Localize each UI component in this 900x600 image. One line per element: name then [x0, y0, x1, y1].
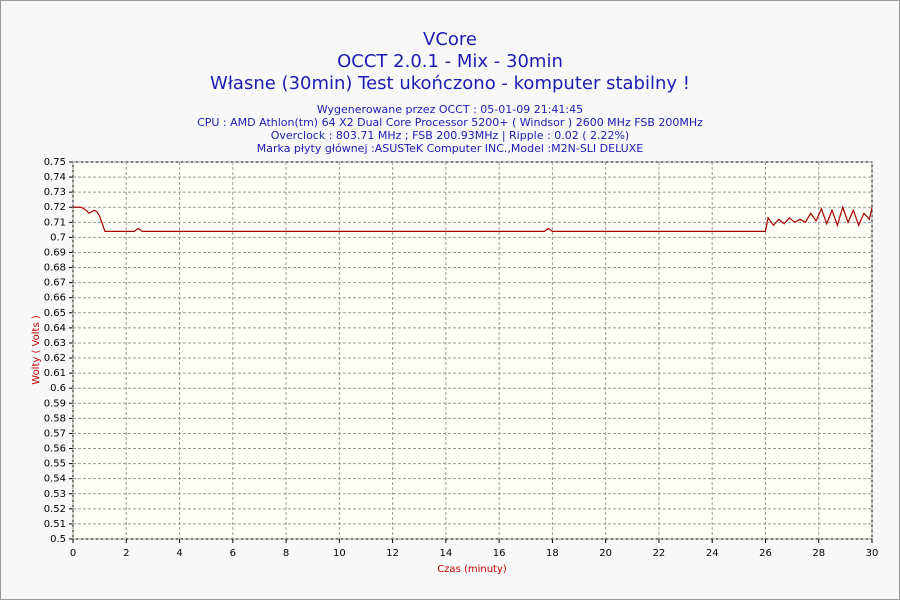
- y-tick-label: 0.53: [44, 489, 66, 500]
- y-tick-label: 0.51: [44, 519, 66, 530]
- x-tick-label: 24: [706, 548, 719, 559]
- x-tick-label: 22: [653, 548, 666, 559]
- status: Własne (30min) Test ukończono - komputer…: [210, 73, 690, 94]
- y-tick-label: 0.58: [44, 413, 66, 424]
- y-tick-label: 0.64: [44, 323, 66, 334]
- y-tick-label: 0.63: [44, 338, 66, 349]
- x-axis-label: Czas (minuty): [437, 564, 507, 575]
- x-tick-label: 16: [493, 548, 506, 559]
- y-tick-label: 0.65: [44, 308, 66, 319]
- y-tick-label: 0.66: [44, 293, 66, 304]
- y-tick-label: 0.67: [44, 278, 66, 289]
- y-tick-label: 0.75: [44, 157, 66, 168]
- x-tick-label: 30: [866, 548, 879, 559]
- info-line: Marka płyty głównej :ASUSTeK Computer IN…: [257, 142, 643, 155]
- x-tick-label: 6: [230, 548, 236, 559]
- y-tick-label: 0.62: [44, 353, 66, 364]
- y-axis-label: Wolty ( Volts ): [31, 315, 42, 385]
- x-tick-label: 4: [176, 548, 182, 559]
- y-tick-label: 0.6: [50, 383, 66, 394]
- y-tick-label: 0.68: [44, 263, 66, 274]
- series-line: [73, 205, 873, 232]
- y-tick-label: 0.54: [44, 474, 66, 485]
- x-tick-label: 20: [599, 548, 612, 559]
- x-tick-label: 28: [812, 548, 825, 559]
- chart-subtitle: OCCT 2.0.1 - Mix - 30min: [337, 51, 563, 72]
- y-tick-label: 0.69: [44, 247, 66, 258]
- chart-title: VCore: [423, 29, 477, 50]
- y-tick-label: 0.72: [44, 202, 66, 213]
- y-tick-label: 0.59: [44, 398, 66, 409]
- x-tick-label: 2: [123, 548, 129, 559]
- y-tick-label: 0.7: [50, 232, 66, 243]
- x-tick-label: 26: [759, 548, 772, 559]
- x-tick-label: 12: [386, 548, 399, 559]
- x-tick-label: 8: [283, 548, 289, 559]
- y-tick-label: 0.61: [44, 368, 66, 379]
- y-tick-label: 0.73: [44, 187, 66, 198]
- info-line: Wygenerowane przez OCCT : 05-01-09 21:41…: [317, 103, 583, 116]
- y-tick-label: 0.5: [50, 534, 66, 545]
- y-tick-label: 0.52: [44, 504, 66, 515]
- info-line: Overclock : 803.71 MHz ; FSB 200.93MHz |…: [271, 129, 629, 142]
- y-tick-label: 0.57: [44, 428, 66, 439]
- x-tick-label: 0: [70, 548, 76, 559]
- info-line: CPU : AMD Athlon(tm) 64 X2 Dual Core Pro…: [197, 116, 703, 129]
- y-tick-label: 0.56: [44, 444, 66, 455]
- x-tick-label: 10: [333, 548, 346, 559]
- y-tick-label: 0.74: [44, 172, 66, 183]
- x-tick-label: 14: [439, 548, 452, 559]
- y-tick-label: 0.71: [44, 217, 66, 228]
- plot-area: [72, 161, 873, 540]
- y-tick-label: 0.55: [44, 459, 66, 470]
- x-tick-label: 18: [546, 548, 559, 559]
